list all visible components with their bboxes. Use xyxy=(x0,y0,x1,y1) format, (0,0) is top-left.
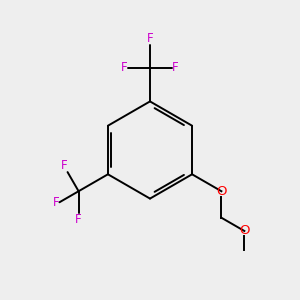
Text: F: F xyxy=(172,61,179,74)
Text: F: F xyxy=(61,159,68,172)
Text: F: F xyxy=(53,196,59,209)
Text: F: F xyxy=(75,213,82,226)
Text: F: F xyxy=(147,32,153,46)
Text: F: F xyxy=(121,61,128,74)
Text: O: O xyxy=(239,224,250,238)
Text: O: O xyxy=(216,185,226,198)
